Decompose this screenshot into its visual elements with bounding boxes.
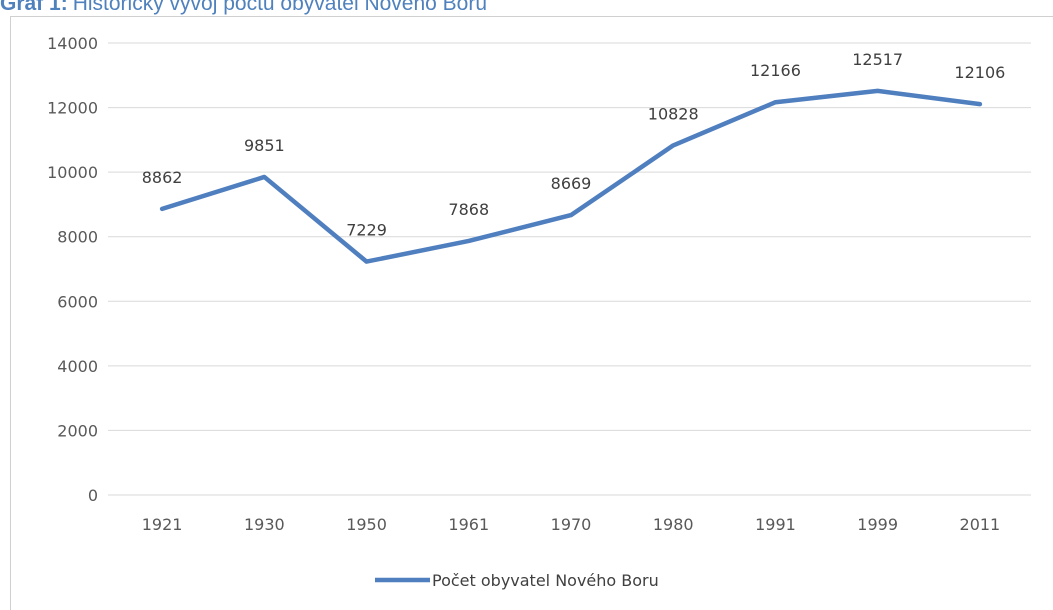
data-label: 8669 [551, 174, 592, 193]
legend-label: Počet obyvatel Nového Boru [432, 571, 659, 590]
chart-border [10, 16, 1053, 610]
x-tick-label: 1991 [755, 515, 796, 534]
y-tick-label: 12000 [47, 99, 98, 118]
data-label: 12106 [954, 63, 1005, 82]
data-label: 10828 [648, 104, 699, 123]
x-tick-label: 1921 [142, 515, 183, 534]
data-line [159, 88, 983, 264]
x-tick-label: 1930 [244, 515, 285, 534]
y-tick-label: 2000 [57, 421, 98, 440]
data-label: 7229 [346, 221, 387, 240]
x-tick-label: 1970 [551, 515, 592, 534]
y-tick-label: 10000 [47, 163, 98, 182]
x-tick-label: 1950 [346, 515, 387, 534]
caption-label: Graf 1: [0, 0, 68, 15]
y-tick-label: 6000 [57, 292, 98, 311]
y-tick-label: 0 [88, 486, 98, 505]
chart-title: Graf 1: Historický vývoj počtu obyvatel N… [0, 0, 487, 15]
y-tick-label: 4000 [57, 357, 98, 376]
data-label: 12166 [750, 61, 801, 80]
data-label: 7868 [448, 200, 489, 219]
x-tick-label: 2011 [960, 515, 1001, 534]
x-tick-label: 1961 [448, 515, 489, 534]
y-tick-label: 14000 [47, 34, 98, 53]
data-label: 8862 [142, 168, 183, 187]
x-tick-label: 1999 [857, 515, 898, 534]
data-label: 12517 [852, 50, 903, 69]
data-label: 9851 [244, 136, 285, 155]
x-tick-label: 1980 [653, 515, 694, 534]
title-text: Historický vývoj počtu obyvatel Nového B… [73, 0, 487, 15]
y-tick-label: 8000 [57, 228, 98, 247]
